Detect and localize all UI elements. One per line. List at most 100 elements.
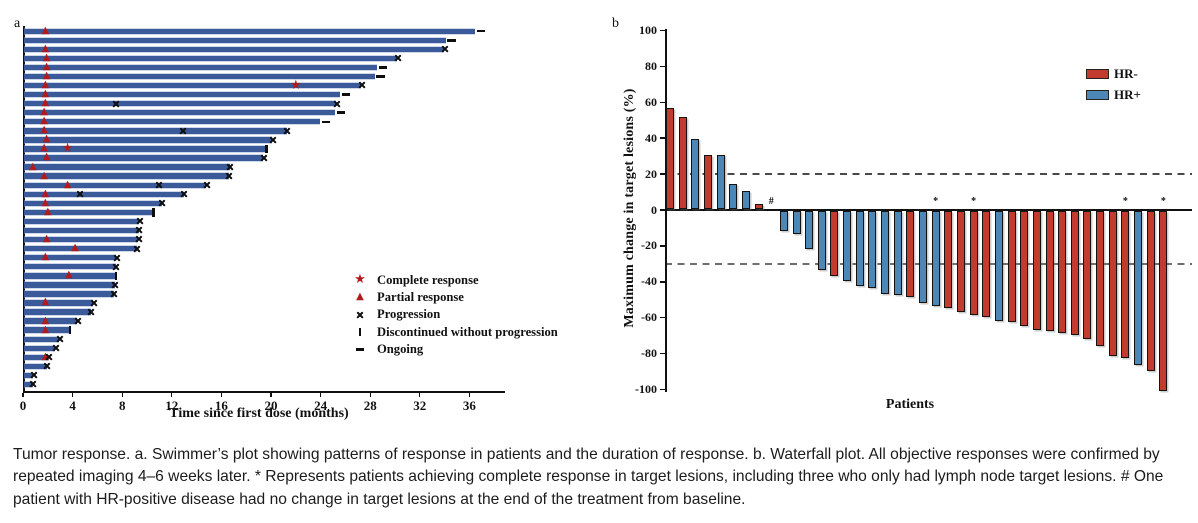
swimmer-x-tick-label: 16: [214, 398, 228, 413]
waterfall-bar: [1108, 211, 1117, 357]
waterfall-y-tick: [660, 316, 665, 319]
waterfall-y-tick: [660, 352, 665, 355]
partial-response-icon: ▲: [42, 51, 51, 63]
swimmer-x-tick-label: 4: [69, 398, 76, 413]
waterfall-bar: [931, 211, 940, 307]
waterfall-bar: [1121, 211, 1130, 359]
swimmer-bar: [24, 155, 264, 161]
swimmer-x-tick-label: 36: [462, 398, 476, 413]
swimmer-bar: [24, 282, 115, 288]
swimmer-bar: [24, 218, 140, 225]
waterfall-bar: [969, 211, 978, 316]
swimmer-bar: [24, 291, 114, 297]
swimmer-bar: [24, 28, 476, 34]
waterfall-bar: [906, 211, 915, 298]
swimmer-plot: 0 4 8 12 16 20 24 28 32 36 ▲ ▲ ▲ ▲ ▲ ▲ ★ ▲ ▲ ▲ ▲ ▲ ▲ ▲ ★ ▲ ▲ ▲ ▲ ▲ ▲ ▲ ▲…: [0, 0, 600, 440]
partial-response-icon: ▲: [40, 115, 48, 127]
swimmer-bar: [24, 264, 116, 270]
waterfall-bar: [1083, 211, 1092, 339]
waterfall-y-tick-label: -80: [641, 346, 657, 361]
waterfall-bar: [1070, 211, 1079, 335]
partial-response-icon: ▲: [42, 60, 51, 72]
swimmer-bar: [24, 64, 378, 71]
swimmer-x-tick: [121, 392, 123, 398]
partial-response-icon: ▲: [42, 232, 51, 244]
swimmer-bar: [24, 327, 70, 333]
partial-response-icon: ▲: [41, 196, 50, 208]
swimmer-bar: [24, 82, 362, 89]
partial-response-icon: ▲: [41, 78, 50, 90]
swimmer-x-tick-label: 20: [264, 398, 278, 413]
waterfall-y-tick-label: 80: [645, 58, 657, 73]
waterfall-legend-swatch: [1086, 69, 1109, 79]
waterfall-bar: [678, 117, 687, 209]
waterfall-bar: [944, 211, 953, 309]
swimmer-x-tick-label: 24: [314, 398, 328, 413]
ongoing-icon: [341, 93, 351, 96]
ongoing-icon: [447, 38, 456, 42]
waterfall-bar: [792, 211, 801, 235]
waterfall-legend-label: HR-: [1114, 65, 1138, 81]
figure-caption: Tumor response. a. Swimmer’s plot showin…: [13, 446, 1164, 508]
waterfall-bar: [691, 138, 700, 209]
complete-response-asterisk: *: [1160, 196, 1166, 207]
partial-response-icon: ▲: [42, 151, 51, 163]
partial-response-icon: ▲: [71, 242, 79, 254]
swimmer-legend-label: Discontinued without progression: [377, 324, 558, 339]
partial-response-icon: ▲: [40, 169, 48, 181]
waterfall-bar: [1134, 211, 1143, 366]
swimmer-x-tick: [171, 392, 173, 398]
waterfall-bar: [666, 108, 674, 209]
waterfall-legend-label: HR+: [1114, 86, 1141, 102]
swimmer-x-tick: [22, 392, 24, 398]
swimmer-legend-label: Progression: [377, 307, 441, 322]
waterfall-bar: [1146, 211, 1155, 371]
waterfall-bar: [868, 211, 877, 289]
partial-response-icon: ▲: [41, 323, 50, 335]
swimmer-bar: [24, 200, 162, 207]
ongoing-icon: [355, 348, 365, 351]
waterfall-bar: [855, 211, 864, 287]
swimmer-bar: [24, 318, 78, 324]
partial-response-icon: ▲: [41, 42, 50, 54]
swimmer-bar: [24, 164, 230, 170]
swimmer-bar: [24, 363, 47, 370]
waterfall-y-tick: [660, 101, 665, 104]
partial-response-icon: ▲: [41, 97, 50, 109]
swimmer-y-axis: [23, 26, 25, 392]
swimmer-bar: [24, 372, 34, 379]
waterfall-bar: [703, 155, 712, 209]
swimmer-bar: [24, 273, 116, 279]
partial-response-icon: ▲: [40, 106, 48, 118]
swimmer-bar: [24, 100, 337, 107]
swimmer-bar: [24, 191, 184, 197]
waterfall-y-tick: [660, 281, 665, 283]
waterfall-bar: [1058, 211, 1067, 334]
waterfall-x-axis-title: Patients: [885, 397, 935, 412]
waterfall-bar: [741, 191, 750, 209]
partial-response-icon: ▲: [65, 269, 73, 281]
waterfall-y-tick: [660, 137, 665, 139]
swimmer-bar: [24, 182, 207, 188]
partial-response-icon: ▲: [63, 178, 72, 190]
ongoing-icon: [476, 29, 486, 33]
waterfall-y-tick: [660, 29, 665, 32]
swimmer-bar: [24, 46, 445, 52]
waterfall-bar: [994, 211, 1003, 321]
waterfall-y-axis-title: Maximum change in target lesions (%): [622, 88, 637, 328]
swimmer-x-tick: [468, 392, 471, 398]
partial-response-icon: ▲: [42, 133, 51, 145]
waterfall-y-tick-label: 100: [639, 23, 657, 37]
swimmer-bar: [24, 173, 229, 179]
swimmer-legend-label: Complete response: [377, 272, 479, 287]
swimmer-bar: [24, 255, 117, 261]
swimmer-bar: [24, 336, 60, 342]
complete-response-icon: ★: [354, 272, 366, 288]
swimmer-x-tick: [220, 392, 223, 398]
waterfall-y-tick: [660, 388, 665, 391]
swimmer-bar: [24, 227, 139, 234]
partial-response-icon: ▲: [41, 88, 50, 100]
partial-response-icon: ▲: [43, 205, 52, 217]
waterfall-bar: [1007, 211, 1016, 323]
waterfall-legend-swatch: [1086, 90, 1109, 100]
